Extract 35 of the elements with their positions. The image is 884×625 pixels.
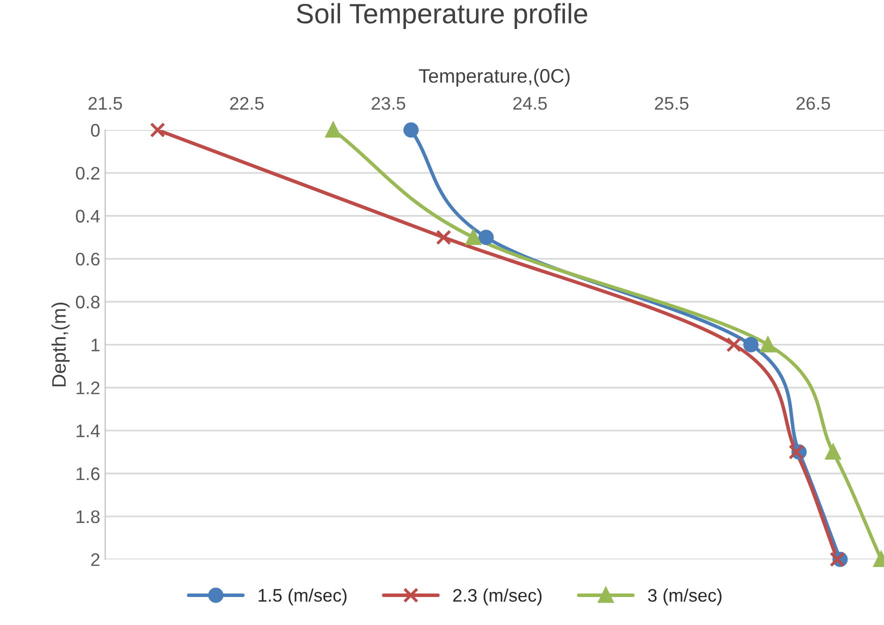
point bbox=[326, 122, 341, 138]
y-tick-label: 0.6 bbox=[76, 252, 100, 266]
legend-label: 1.5 (m/sec) bbox=[258, 588, 347, 606]
point bbox=[825, 444, 841, 460]
x-tick-label: 23.5 bbox=[372, 96, 406, 110]
y-tick-label: 0.4 bbox=[76, 210, 100, 223]
x-tick-label: 25.5 bbox=[654, 96, 688, 110]
point bbox=[403, 122, 419, 138]
y-tick-label: 1 bbox=[92, 338, 100, 352]
y-tick-label: 0.2 bbox=[76, 166, 100, 180]
y-axis-title: Depth,(m) bbox=[52, 302, 70, 386]
point bbox=[726, 337, 742, 352]
x-tick-label: 22.5 bbox=[230, 96, 264, 110]
point bbox=[743, 337, 759, 352]
point bbox=[788, 444, 804, 460]
x-tick-label: 26.5 bbox=[796, 96, 830, 110]
legend-label: 3 (m/sec) bbox=[648, 588, 722, 606]
point bbox=[150, 122, 166, 138]
y-tick-label: 1.8 bbox=[76, 510, 100, 524]
y-tick-label: 1.4 bbox=[76, 424, 100, 438]
point bbox=[478, 230, 494, 245]
point bbox=[760, 337, 776, 352]
y-tick-label: 0 bbox=[91, 124, 100, 137]
point bbox=[466, 230, 481, 245]
x-tick-label: 21.5 bbox=[88, 96, 122, 110]
y-tick-label: 2 bbox=[91, 553, 100, 566]
y-tick-label: 1.6 bbox=[76, 467, 100, 480]
point bbox=[436, 230, 452, 245]
y-tick-label: 0.8 bbox=[76, 296, 100, 308]
x-tick-label: 24.5 bbox=[513, 96, 547, 110]
chart-title: Soil Temperature profile bbox=[296, 3, 588, 30]
point bbox=[830, 552, 845, 568]
legend-label: 2.3 (m/sec) bbox=[453, 588, 542, 606]
x-axis-title: Temperature,(0C) bbox=[418, 68, 570, 87]
y-tick-label: 1.2 bbox=[76, 382, 100, 394]
